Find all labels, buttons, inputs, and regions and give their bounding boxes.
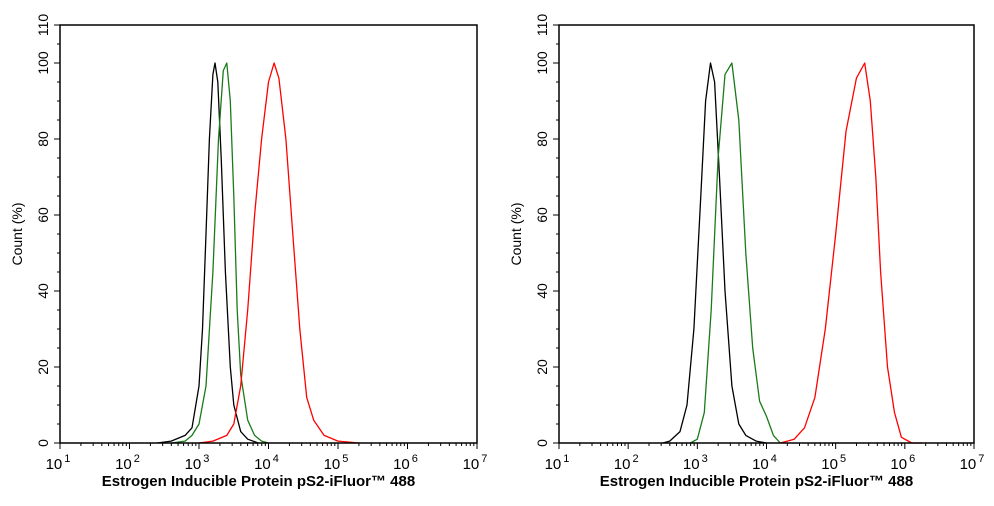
x-tick-label: 10 2	[115, 453, 140, 473]
x-tick-label: 10 1	[46, 453, 71, 473]
x-tick-label: 10 7	[960, 453, 985, 473]
series-red-line	[198, 62, 359, 444]
x-tick-exponent: 1	[64, 453, 70, 465]
y-axis-label: Count (%)	[9, 202, 25, 265]
x-tick-label: 10 3	[185, 453, 210, 473]
series-green-line	[171, 62, 269, 444]
y-tick-label: 100	[35, 51, 51, 75]
x-tick-base: 10	[614, 456, 631, 473]
plot-frame	[59, 24, 478, 444]
x-axis-label: Estrogen Inducible Protein pS2-iFluor™ 4…	[600, 473, 913, 490]
y-tick-label: 80	[534, 131, 550, 147]
series-black-line	[157, 62, 259, 444]
x-tick-base: 10	[115, 456, 132, 473]
x-tick-base: 10	[463, 456, 480, 473]
x-tick-exponent: 7	[481, 453, 487, 465]
series-black-line	[662, 62, 767, 444]
x-tick-label: 10 4	[752, 453, 777, 473]
x-tick-exponent: 3	[203, 453, 209, 465]
x-tick-label: 10 2	[614, 453, 639, 473]
x-tick-label: 10 5	[821, 453, 846, 473]
x-tick-exponent: 7	[978, 453, 984, 465]
y-tick-label: 60	[534, 207, 550, 223]
x-tick-base: 10	[324, 456, 341, 473]
x-tick-exponent: 3	[702, 453, 708, 465]
x-tick-exponent: 5	[342, 453, 348, 465]
y-tick-label: 100	[534, 51, 550, 75]
x-tick-label: 10 3	[683, 453, 708, 473]
x-tick-base: 10	[960, 456, 977, 473]
y-tick-label: 80	[35, 131, 51, 147]
y-tick-label: 110	[35, 14, 51, 37]
series-green-line	[690, 62, 781, 444]
x-tick-base: 10	[254, 456, 271, 473]
series-red-line	[780, 62, 923, 444]
plot-frame	[558, 24, 975, 444]
x-tick-base: 10	[46, 456, 63, 473]
y-tick-label: 40	[534, 283, 550, 299]
x-tick-base: 10	[821, 456, 838, 473]
x-axis-label: Estrogen Inducible Protein pS2-iFluor™ 4…	[102, 473, 415, 490]
y-tick-label: 60	[35, 207, 51, 223]
x-tick-exponent: 5	[840, 453, 846, 465]
y-tick-label: 40	[35, 283, 51, 299]
x-tick-label: 10 5	[324, 453, 349, 473]
x-tick-base: 10	[890, 456, 907, 473]
x-tick-exponent: 1	[563, 453, 569, 465]
y-tick-label: 20	[35, 359, 51, 375]
x-tick-label: 10 1	[545, 453, 570, 473]
y-tick-label: 110	[534, 14, 550, 37]
x-tick-label: 10 4	[254, 453, 279, 473]
y-tick-label: 0	[534, 439, 550, 447]
x-tick-base: 10	[185, 456, 202, 473]
y-tick-label: 20	[534, 359, 550, 375]
x-tick-label: 10 7	[463, 453, 488, 473]
x-tick-exponent: 6	[412, 453, 418, 465]
x-tick-exponent: 4	[273, 453, 279, 465]
x-tick-label: 10 6	[890, 453, 915, 473]
x-tick-base: 10	[393, 456, 410, 473]
y-tick-label: 0	[35, 439, 51, 447]
x-tick-exponent: 6	[909, 453, 915, 465]
x-tick-exponent: 4	[771, 453, 777, 465]
x-tick-exponent: 2	[632, 453, 638, 465]
x-tick-base: 10	[683, 456, 700, 473]
y-axis-label: Count (%)	[508, 202, 524, 265]
x-tick-base: 10	[752, 456, 769, 473]
x-tick-exponent: 2	[134, 453, 140, 465]
x-tick-label: 10 6	[393, 453, 418, 473]
x-tick-base: 10	[545, 456, 562, 473]
